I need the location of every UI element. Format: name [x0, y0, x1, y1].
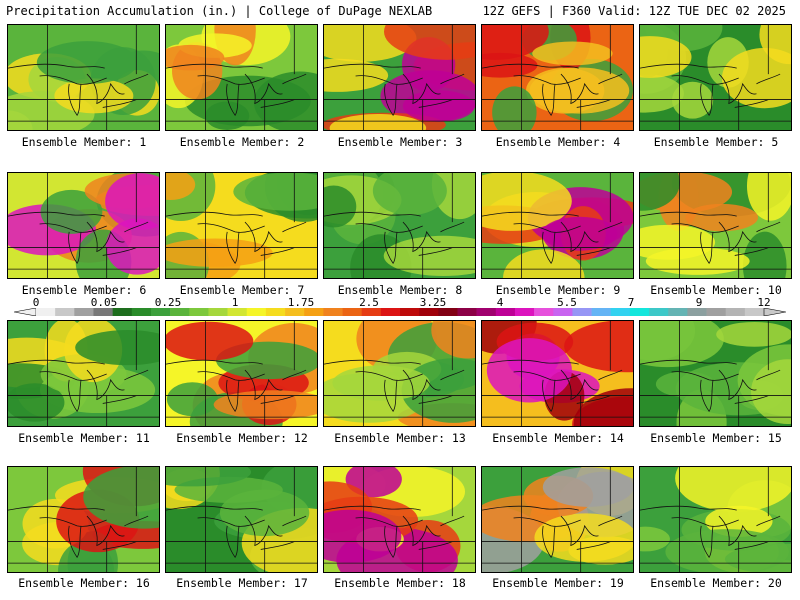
- colorbar-tick-label: 3.25: [419, 296, 447, 309]
- ensemble-member-label-15: Ensemble Member: 15: [650, 431, 782, 445]
- colorbar-tick-label: 7: [627, 296, 635, 309]
- ensemble-member-map-14: [481, 320, 634, 427]
- colorbar-tick-label: 4: [496, 296, 504, 309]
- colorbar-tick-label: 0.25: [154, 296, 182, 309]
- ensemble-member-label-20: Ensemble Member: 20: [650, 576, 782, 590]
- colorbar-tick-label: 9: [695, 296, 703, 309]
- ensemble-member-map-15: [639, 320, 792, 427]
- colorbar-tick-label: 5.5: [557, 296, 577, 309]
- ensemble-member-label-3: Ensemble Member: 3: [337, 135, 463, 149]
- ensemble-member-map-11: [7, 320, 160, 427]
- colorbar-tick-label: 2.5: [359, 296, 379, 309]
- ensemble-member-map-12: [165, 320, 318, 427]
- ensemble-member-label-1: Ensemble Member: 1: [21, 135, 147, 149]
- ensemble-member-label-9: Ensemble Member: 9: [495, 283, 621, 297]
- colorbar-tick-label: 1.75: [287, 296, 315, 309]
- run-info: 12Z GEFS | F360 Valid: 12Z TUE DEC 02 20…: [482, 4, 786, 18]
- ensemble-member-label-4: Ensemble Member: 4: [495, 135, 621, 149]
- ensemble-member-label-7: Ensemble Member: 7: [179, 283, 305, 297]
- ensemble-member-label-14: Ensemble Member: 14: [492, 431, 624, 445]
- colorbar-tick-label: 12: [757, 296, 771, 309]
- ensemble-member-label-2: Ensemble Member: 2: [179, 135, 305, 149]
- ensemble-member-map-10: [639, 172, 792, 279]
- ensemble-member-map-6: [7, 172, 160, 279]
- ensemble-member-map-2: [165, 24, 318, 131]
- ensemble-member-label-5: Ensemble Member: 5: [653, 135, 779, 149]
- ensemble-member-label-12: Ensemble Member: 12: [176, 431, 308, 445]
- ensemble-member-map-5: [639, 24, 792, 131]
- ensemble-member-map-17: [165, 466, 318, 573]
- ensemble-member-label-17: Ensemble Member: 17: [176, 576, 308, 590]
- ensemble-member-map-9: [481, 172, 634, 279]
- ensemble-member-map-16: [7, 466, 160, 573]
- ensemble-member-map-3: [323, 24, 476, 131]
- ensemble-member-map-4: [481, 24, 634, 131]
- precip-colorbar: 0 0.05 0.25 1 1.75 2.5 3.25 4 5.5 7 9 12: [14, 296, 786, 318]
- ensemble-member-map-13: [323, 320, 476, 427]
- ensemble-member-label-8: Ensemble Member: 8: [337, 283, 463, 297]
- colorbar-tick-label: 1: [231, 296, 239, 309]
- ensemble-member-map-8: [323, 172, 476, 279]
- ensemble-member-label-18: Ensemble Member: 18: [334, 576, 466, 590]
- ensemble-member-map-18: [323, 466, 476, 573]
- colorbar-tick-label: 0: [32, 296, 40, 309]
- colorbar-tick-label: 0.05: [90, 296, 118, 309]
- page-title: Precipitation Accumulation (in.) | Colle…: [6, 4, 433, 18]
- ensemble-member-map-19: [481, 466, 634, 573]
- ensemble-member-map-1: [7, 24, 160, 131]
- colorbar-bar: [14, 308, 786, 316]
- ensemble-member-label-10: Ensemble Member: 10: [650, 283, 782, 297]
- ensemble-member-map-7: [165, 172, 318, 279]
- ensemble-member-label-6: Ensemble Member: 6: [21, 283, 147, 297]
- ensemble-member-label-16: Ensemble Member: 16: [18, 576, 150, 590]
- ensemble-member-label-13: Ensemble Member: 13: [334, 431, 466, 445]
- ensemble-member-label-11: Ensemble Member: 11: [18, 431, 150, 445]
- ensemble-member-map-20: [639, 466, 792, 573]
- ensemble-member-label-19: Ensemble Member: 19: [492, 576, 624, 590]
